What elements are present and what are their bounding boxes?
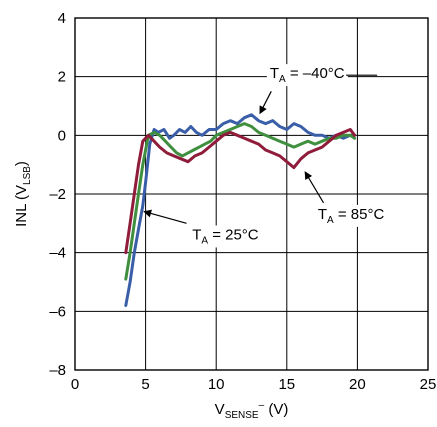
x-tick-label: 20: [349, 376, 366, 393]
x-axis-title-main: V: [215, 401, 225, 418]
x-tick-label: 0: [71, 376, 79, 393]
y-axis-title-tail: ): [13, 161, 30, 166]
annotation-1: TA = –40°C: [259, 64, 378, 115]
y-axis-title-sub: LSB: [22, 166, 33, 185]
annotation-label-tail: = –40°C: [286, 65, 345, 82]
y-tick-label: –2: [49, 186, 66, 203]
annotation-label: TA = –40°C: [270, 65, 345, 85]
annotation-label-sub: A: [327, 215, 334, 226]
grid: [74, 17, 429, 371]
annotation-label-main: T: [192, 226, 201, 243]
annotation-label-tail: = 85°C: [334, 206, 385, 223]
annotation-3: TA = 85°C: [304, 171, 388, 227]
y-tick-label: 2: [58, 69, 66, 86]
annotation-label-tail: = 25°C: [208, 226, 259, 243]
y-axis-title: INL (VLSB): [13, 161, 33, 227]
y-tick-label: 0: [58, 127, 66, 144]
annotation-background: [189, 225, 262, 248]
annotation-background: [266, 64, 348, 87]
annotation-arrow: [143, 209, 187, 224]
tick-labels: 0 5 10 15 20 25 –8 –6 –4 –2 0 2 4: [49, 10, 436, 393]
x-axis-title-sup: –: [259, 400, 265, 411]
x-tick-label: 15: [278, 376, 295, 393]
y-tick-label: 4: [58, 10, 66, 27]
annotation-label-main: T: [318, 206, 327, 223]
annotation-background: [314, 204, 388, 227]
y-tick-label: –8: [49, 362, 66, 379]
annotation-arrow: [259, 91, 272, 115]
x-tick-label: 25: [420, 376, 437, 393]
series-line-2: [124, 122, 357, 281]
annotation-label-sub: A: [279, 74, 286, 85]
annotations: TA = –40°CTA = 25°CTA = 85°C: [143, 64, 388, 248]
annotation-label-sub: A: [201, 235, 208, 246]
y-tick-label: –6: [49, 303, 66, 320]
plot-frame: [74, 17, 429, 371]
x-axis-title: VSENSE– (V): [215, 400, 289, 421]
annotation-label: TA = 25°C: [192, 226, 259, 246]
annotation-2: TA = 25°C: [143, 209, 262, 248]
annotation-label-main: T: [270, 65, 279, 82]
x-axis-title-sub: SENSE: [225, 410, 259, 421]
annotation-label: TA = 85°C: [318, 206, 385, 226]
x-tick-label: 5: [141, 376, 149, 393]
series-line-3: [124, 128, 357, 255]
y-axis-title-main: INL (V: [13, 185, 30, 227]
y-tick-label: –4: [49, 245, 66, 262]
x-tick-label: 10: [208, 376, 225, 393]
x-axis-title-tail: (V): [264, 401, 288, 418]
series-lines: [124, 113, 357, 307]
annotation-arrow: [304, 171, 325, 204]
